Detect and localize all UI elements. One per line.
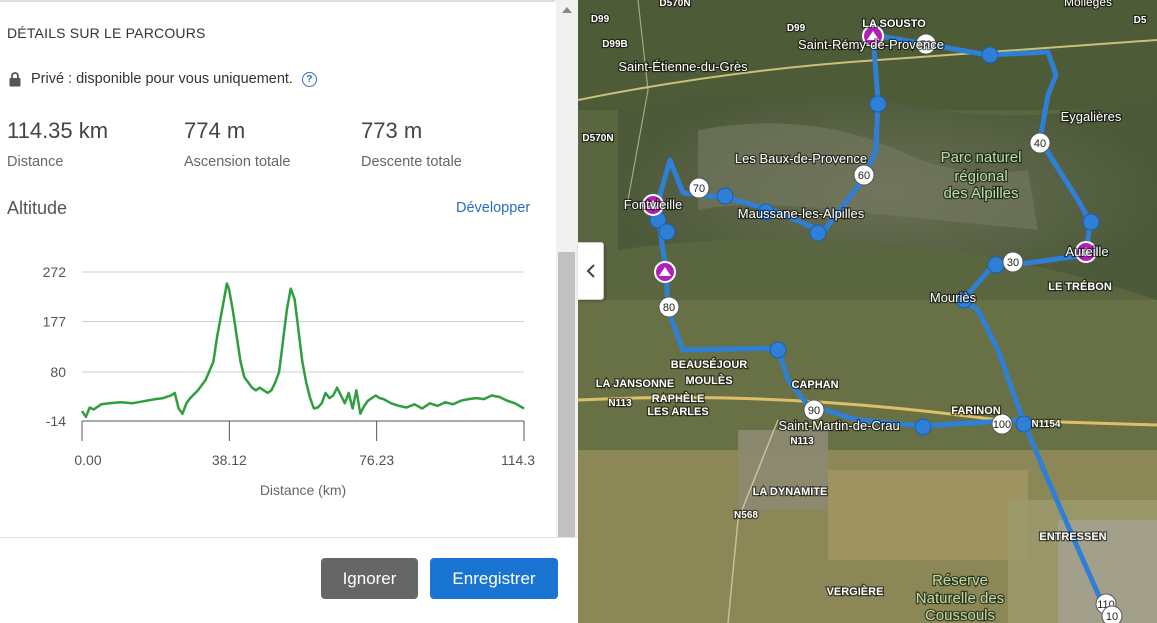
panel-scrollbar[interactable] (556, 0, 578, 537)
map-place-label: BEAUSÉJOUR (671, 358, 747, 371)
poi-markers (642, 25, 1097, 283)
y-tick-label: 80 (50, 364, 66, 380)
svg-text:40: 40 (1034, 138, 1046, 150)
map-place-label: des Alpilles (943, 185, 1018, 202)
distance-marker[interactable]: 30 (1002, 251, 1024, 273)
y-tick-label: 177 (43, 313, 67, 329)
stat-value: 773 m (361, 118, 423, 143)
map-place-label: LES ARLES (647, 406, 708, 418)
map-place-label: régional (954, 168, 1007, 185)
map-place-label: N113 (608, 398, 632, 409)
stat-value: 774 m (184, 118, 246, 143)
section-title: DÉTAILS SUR LE PARCOURS (7, 25, 206, 41)
distance-marker[interactable]: 40 (1029, 132, 1051, 154)
svg-text:70: 70 (693, 183, 705, 195)
stat-value: 114.35 km (7, 118, 109, 143)
map-place-label: ENTRESSEN (1039, 531, 1106, 543)
stat-distance: 114.35 km Distance (7, 118, 108, 170)
map-place-label: Saint-Rémy-de-Provence (798, 37, 944, 52)
map-place-label: Saint-Martin-de-Crau (778, 418, 899, 433)
privacy-row: Privé : disponible pour vous uniquement.… (9, 71, 317, 87)
svg-text:90: 90 (808, 405, 820, 417)
distance-marker[interactable]: 80 (658, 296, 680, 318)
map-place-label: Mouriès (930, 290, 977, 305)
map-place-label: FARINON (951, 405, 1001, 417)
map-place-label: LA DYNAMITE (753, 486, 828, 498)
distance-marker[interactable]: 50 (915, 33, 937, 55)
x-tick-label: 76.23 (359, 452, 394, 468)
map-place-label: Coussouls (925, 607, 995, 623)
stat-label: Descente totale (361, 154, 462, 170)
map-place-label: D5 (1134, 15, 1147, 26)
elevation-chart: 272 177 80 -14 0.00 38.12 76.23 114.3 Distance (… (43, 264, 536, 498)
y-tick-label: -14 (46, 413, 66, 429)
x-tick-label: 38.12 (212, 452, 247, 468)
map-place-label: MOULÈS (685, 374, 732, 387)
map-place-label: Les Baux-de-Provence (735, 151, 867, 166)
map-place-label: Maussane-les-Alpilles (738, 206, 865, 221)
elevation-line (80, 282, 525, 419)
chevron-left-icon (586, 264, 595, 278)
map-place-label: Eygalières (1061, 109, 1122, 124)
x-tick-label: 114.3 (501, 452, 535, 468)
map-place-label: D99 (787, 23, 806, 34)
distance-marker[interactable]: 90 (803, 399, 825, 421)
save-button[interactable]: Enregistrer (430, 558, 558, 599)
map-place-label: D99 (591, 14, 610, 25)
map-place-label: Fontvieille (624, 197, 683, 212)
route-details-panel: DÉTAILS SUR LE PARCOURS Privé : disponib… (0, 0, 578, 623)
map-place-label: LA JANSONNE (596, 378, 674, 390)
top-divider (0, 0, 555, 2)
distance-marker[interactable]: 100 (991, 413, 1013, 435)
map-place-label: N568 (734, 510, 758, 521)
lock-icon (9, 71, 21, 87)
map-place-label: Réserve (932, 572, 988, 589)
x-axis-title: Distance (km) (260, 482, 346, 498)
altitude-title: Altitude (7, 198, 68, 218)
map-place-label: D570N (659, 0, 690, 9)
svg-text:60: 60 (858, 170, 870, 182)
help-circle-icon[interactable]: ? (301, 71, 317, 87)
svg-text:80: 80 (663, 302, 675, 314)
panel-footer: Ignorer Enregistrer (0, 537, 578, 623)
details-scroll-area[interactable]: DÉTAILS SUR LE PARCOURS Privé : disponib… (0, 0, 556, 537)
expand-chart-link[interactable]: Développer (456, 200, 531, 216)
svg-text:100: 100 (993, 419, 1011, 431)
scroll-up-arrow-icon[interactable] (562, 7, 572, 13)
distance-marker[interactable]: 70 (688, 177, 710, 199)
svg-text:50: 50 (920, 39, 932, 51)
svg-text:10: 10 (1106, 611, 1118, 623)
stat-label: Ascension totale (184, 154, 291, 170)
map-place-label: Aureille (1065, 244, 1108, 259)
stat-label: Distance (7, 154, 64, 170)
privacy-text: Privé : disponible pour vous uniquement. (31, 71, 293, 87)
stat-descent: 773 m Descente totale (361, 118, 462, 170)
map-place-label: N113 (790, 436, 814, 447)
svg-text:30: 30 (1007, 257, 1019, 269)
map-place-label: Mollèges (1064, 0, 1112, 9)
map-place-label: D570N (582, 133, 613, 144)
map-place-label: CAPHAN (791, 379, 838, 391)
distance-marker[interactable]: 10 (1101, 605, 1123, 623)
satellite-map[interactable]: 50 40 60 70 30 80 90 100 110 10 D99 D570N D99 LA SOU… (578, 0, 1157, 623)
map-place-label: D99B (602, 39, 628, 50)
y-tick-label: 272 (43, 264, 67, 280)
distance-marker[interactable]: 60 (853, 164, 875, 186)
ignore-button[interactable]: Ignorer (321, 558, 418, 599)
map-place-label: Parc naturel (941, 149, 1022, 166)
map-place-label: RAPHÈLE (652, 392, 705, 405)
collapse-panel-button[interactable] (578, 242, 604, 300)
x-tick-label: 0.00 (74, 452, 101, 468)
map-place-label: LE TRÉBON (1048, 280, 1112, 293)
map-place-label: LA SOUSTO (862, 18, 926, 30)
stat-ascent: 774 m Ascension totale (184, 118, 290, 170)
map-place-label: VERGIÈRE (827, 585, 884, 598)
map-place-label: Naturelle des (916, 590, 1004, 607)
map-place-label: N1154 (1032, 419, 1061, 430)
map-place-label: Saint-Étienne-du-Grès (618, 59, 748, 74)
scrollbar-thumb[interactable] (558, 252, 575, 537)
